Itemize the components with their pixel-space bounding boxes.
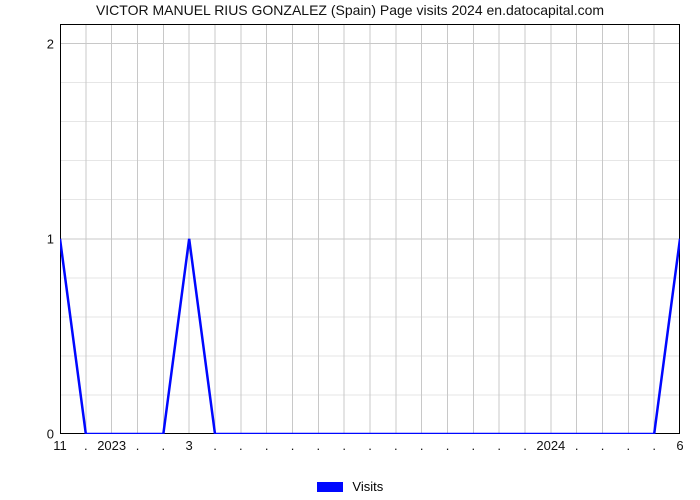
x-tick-label: . bbox=[627, 438, 631, 453]
x-tick-label: . bbox=[523, 438, 527, 453]
y-tick-label: 1 bbox=[47, 231, 54, 246]
x-tick-label: . bbox=[84, 438, 88, 453]
x-tick-label: . bbox=[239, 438, 243, 453]
x-tick-label: 3 bbox=[186, 438, 193, 453]
x-tick-label: . bbox=[291, 438, 295, 453]
chart-container: VICTOR MANUEL RIUS GONZALEZ (Spain) Page… bbox=[0, 0, 700, 500]
x-tick-label: 2024 bbox=[536, 438, 565, 453]
x-tick-label: 2023 bbox=[97, 438, 126, 453]
legend: Visits bbox=[0, 478, 700, 494]
x-tick-label: . bbox=[601, 438, 605, 453]
x-tick-label: 11 bbox=[53, 438, 67, 453]
chart-title: VICTOR MANUEL RIUS GONZALEZ (Spain) Page… bbox=[0, 2, 700, 18]
x-tick-label: . bbox=[342, 438, 346, 453]
x-tick-label: . bbox=[420, 438, 424, 453]
y-tick-label: 2 bbox=[47, 36, 54, 51]
chart-svg bbox=[60, 24, 680, 434]
legend-swatch bbox=[317, 482, 343, 492]
x-tick-label: . bbox=[446, 438, 450, 453]
legend-label: Visits bbox=[352, 479, 383, 494]
x-tick-label: . bbox=[317, 438, 321, 453]
x-tick-label: . bbox=[162, 438, 166, 453]
x-tick-label: . bbox=[652, 438, 656, 453]
x-tick-label: . bbox=[368, 438, 372, 453]
x-tick-label: . bbox=[497, 438, 501, 453]
x-tick-label: . bbox=[265, 438, 269, 453]
x-tick-label: . bbox=[394, 438, 398, 453]
x-tick-label: 6 bbox=[676, 438, 683, 453]
x-tick-label: . bbox=[575, 438, 579, 453]
x-tick-label: . bbox=[472, 438, 476, 453]
plot-area bbox=[60, 24, 680, 434]
x-tick-label: . bbox=[136, 438, 140, 453]
x-tick-label: . bbox=[213, 438, 217, 453]
